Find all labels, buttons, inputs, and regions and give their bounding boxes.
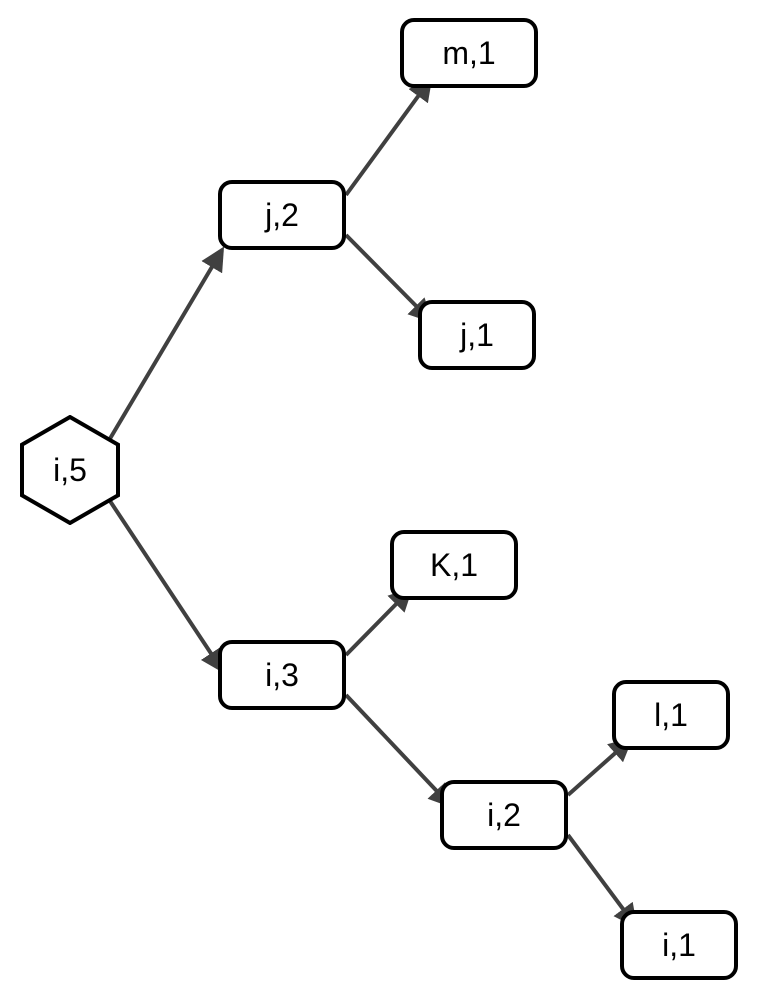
node-label: i,5 — [53, 452, 87, 489]
edge — [108, 250, 222, 442]
node-label: K,1 — [430, 547, 478, 584]
edge — [108, 498, 222, 670]
node-rect-i1: i,1 — [620, 910, 738, 980]
node-label: i,3 — [265, 657, 299, 694]
node-rect-i2: i,2 — [440, 780, 568, 850]
node-rect-l1: l,1 — [612, 680, 730, 750]
node-label: j,2 — [265, 197, 299, 234]
node-rect-m1: m,1 — [400, 18, 538, 88]
edge — [346, 695, 450, 805]
node-label: l,1 — [654, 697, 688, 734]
node-label: i,1 — [662, 927, 696, 964]
node-hex-root: i,5 — [20, 415, 120, 525]
node-label: j,1 — [460, 317, 494, 354]
edge — [346, 235, 430, 320]
node-label: m,1 — [442, 35, 495, 72]
node-label: i,2 — [487, 797, 521, 834]
node-rect-k1: K,1 — [390, 530, 518, 600]
node-rect-j1: j,1 — [418, 300, 536, 370]
node-rect-i3: i,3 — [218, 640, 346, 710]
edge — [346, 80, 430, 195]
node-rect-j2: j,2 — [218, 180, 346, 250]
edge — [568, 835, 635, 925]
